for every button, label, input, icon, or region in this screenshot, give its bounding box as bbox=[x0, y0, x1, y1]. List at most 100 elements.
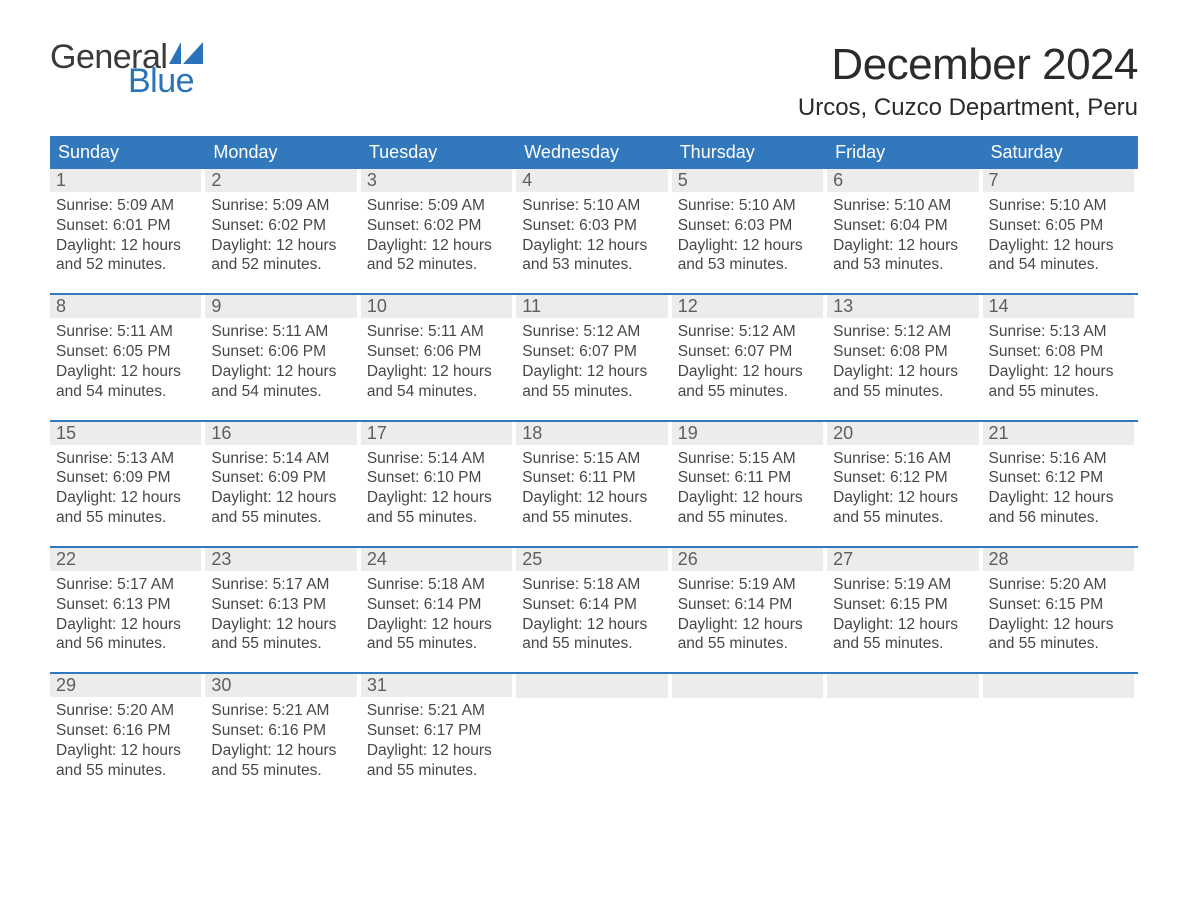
day-dl1: Daylight: 12 hours bbox=[989, 236, 1128, 256]
day-cell: 1Sunrise: 5:09 AMSunset: 6:01 PMDaylight… bbox=[50, 169, 205, 275]
day-body: Sunrise: 5:13 AMSunset: 6:08 PMDaylight:… bbox=[983, 318, 1134, 401]
day-sunrise: Sunrise: 5:09 AM bbox=[211, 196, 350, 216]
day-dl2: and 55 minutes. bbox=[833, 634, 972, 654]
day-body: Sunrise: 5:17 AMSunset: 6:13 PMDaylight:… bbox=[205, 571, 356, 654]
day-cell: 9Sunrise: 5:11 AMSunset: 6:06 PMDaylight… bbox=[205, 295, 360, 401]
day-sunrise: Sunrise: 5:11 AM bbox=[367, 322, 506, 342]
day-dl1: Daylight: 12 hours bbox=[211, 741, 350, 761]
day-sunset: Sunset: 6:02 PM bbox=[367, 216, 506, 236]
day-dl2: and 54 minutes. bbox=[367, 382, 506, 402]
day-dl1: Daylight: 12 hours bbox=[56, 488, 195, 508]
day-sunrise: Sunrise: 5:14 AM bbox=[211, 449, 350, 469]
weekday-sunday: Sunday bbox=[50, 136, 205, 169]
day-sunrise: Sunrise: 5:17 AM bbox=[56, 575, 195, 595]
day-body: Sunrise: 5:20 AMSunset: 6:16 PMDaylight:… bbox=[50, 697, 201, 780]
day-dl1: Daylight: 12 hours bbox=[211, 615, 350, 635]
day-sunset: Sunset: 6:11 PM bbox=[678, 468, 817, 488]
day-cell: 31Sunrise: 5:21 AMSunset: 6:17 PMDayligh… bbox=[361, 674, 516, 780]
day-sunrise: Sunrise: 5:09 AM bbox=[367, 196, 506, 216]
day-number: 12 bbox=[672, 295, 823, 318]
day-sunset: Sunset: 6:06 PM bbox=[211, 342, 350, 362]
day-number: 25 bbox=[516, 548, 667, 571]
day-sunset: Sunset: 6:02 PM bbox=[211, 216, 350, 236]
day-sunset: Sunset: 6:01 PM bbox=[56, 216, 195, 236]
day-number: 4 bbox=[516, 169, 667, 192]
day-sunset: Sunset: 6:14 PM bbox=[522, 595, 661, 615]
day-number: 13 bbox=[827, 295, 978, 318]
day-body: Sunrise: 5:16 AMSunset: 6:12 PMDaylight:… bbox=[983, 445, 1134, 528]
day-dl1: Daylight: 12 hours bbox=[989, 615, 1128, 635]
day-number: 11 bbox=[516, 295, 667, 318]
day-number: 28 bbox=[983, 548, 1134, 571]
day-body: Sunrise: 5:19 AMSunset: 6:15 PMDaylight:… bbox=[827, 571, 978, 654]
day-dl2: and 55 minutes. bbox=[367, 634, 506, 654]
day-sunrise: Sunrise: 5:12 AM bbox=[678, 322, 817, 342]
day-sunset: Sunset: 6:07 PM bbox=[678, 342, 817, 362]
day-dl1: Daylight: 12 hours bbox=[833, 488, 972, 508]
day-cell: 21Sunrise: 5:16 AMSunset: 6:12 PMDayligh… bbox=[983, 422, 1138, 528]
day-dl2: and 54 minutes. bbox=[211, 382, 350, 402]
day-sunrise: Sunrise: 5:16 AM bbox=[833, 449, 972, 469]
day-dl1: Daylight: 12 hours bbox=[56, 615, 195, 635]
day-dl2: and 55 minutes. bbox=[367, 761, 506, 781]
day-cell: 8Sunrise: 5:11 AMSunset: 6:05 PMDaylight… bbox=[50, 295, 205, 401]
day-sunset: Sunset: 6:10 PM bbox=[367, 468, 506, 488]
day-number: 3 bbox=[361, 169, 512, 192]
day-sunset: Sunset: 6:05 PM bbox=[989, 216, 1128, 236]
day-sunrise: Sunrise: 5:11 AM bbox=[56, 322, 195, 342]
day-cell: 13Sunrise: 5:12 AMSunset: 6:08 PMDayligh… bbox=[827, 295, 982, 401]
day-cell: 30Sunrise: 5:21 AMSunset: 6:16 PMDayligh… bbox=[205, 674, 360, 780]
day-dl2: and 53 minutes. bbox=[833, 255, 972, 275]
day-sunset: Sunset: 6:13 PM bbox=[56, 595, 195, 615]
day-dl2: and 52 minutes. bbox=[367, 255, 506, 275]
day-body: Sunrise: 5:10 AMSunset: 6:05 PMDaylight:… bbox=[983, 192, 1134, 275]
day-dl2: and 53 minutes. bbox=[522, 255, 661, 275]
day-sunrise: Sunrise: 5:10 AM bbox=[522, 196, 661, 216]
day-sunset: Sunset: 6:08 PM bbox=[833, 342, 972, 362]
day-body: Sunrise: 5:15 AMSunset: 6:11 PMDaylight:… bbox=[516, 445, 667, 528]
day-body: Sunrise: 5:12 AMSunset: 6:08 PMDaylight:… bbox=[827, 318, 978, 401]
day-sunset: Sunset: 6:13 PM bbox=[211, 595, 350, 615]
day-cell: 10Sunrise: 5:11 AMSunset: 6:06 PMDayligh… bbox=[361, 295, 516, 401]
day-dl1: Daylight: 12 hours bbox=[678, 488, 817, 508]
day-sunset: Sunset: 6:07 PM bbox=[522, 342, 661, 362]
brand-logo: General Blue bbox=[50, 40, 203, 98]
day-number: 5 bbox=[672, 169, 823, 192]
day-cell: 18Sunrise: 5:15 AMSunset: 6:11 PMDayligh… bbox=[516, 422, 671, 528]
day-sunset: Sunset: 6:12 PM bbox=[833, 468, 972, 488]
day-sunset: Sunset: 6:16 PM bbox=[211, 721, 350, 741]
day-sunrise: Sunrise: 5:18 AM bbox=[522, 575, 661, 595]
day-sunset: Sunset: 6:17 PM bbox=[367, 721, 506, 741]
weekday-friday: Friday bbox=[827, 136, 982, 169]
day-cell: 23Sunrise: 5:17 AMSunset: 6:13 PMDayligh… bbox=[205, 548, 360, 654]
day-cell: 29Sunrise: 5:20 AMSunset: 6:16 PMDayligh… bbox=[50, 674, 205, 780]
empty-day bbox=[672, 674, 823, 698]
week-row: 29Sunrise: 5:20 AMSunset: 6:16 PMDayligh… bbox=[50, 672, 1138, 780]
day-body: Sunrise: 5:12 AMSunset: 6:07 PMDaylight:… bbox=[672, 318, 823, 401]
day-cell: 15Sunrise: 5:13 AMSunset: 6:09 PMDayligh… bbox=[50, 422, 205, 528]
brand-word2: Blue bbox=[128, 64, 203, 98]
weekday-wednesday: Wednesday bbox=[516, 136, 671, 169]
day-dl1: Daylight: 12 hours bbox=[833, 236, 972, 256]
day-dl1: Daylight: 12 hours bbox=[833, 362, 972, 382]
weeks-container: 1Sunrise: 5:09 AMSunset: 6:01 PMDaylight… bbox=[50, 169, 1138, 781]
day-cell: 11Sunrise: 5:12 AMSunset: 6:07 PMDayligh… bbox=[516, 295, 671, 401]
day-cell: 28Sunrise: 5:20 AMSunset: 6:15 PMDayligh… bbox=[983, 548, 1138, 654]
empty-day bbox=[983, 674, 1134, 698]
day-sunrise: Sunrise: 5:13 AM bbox=[56, 449, 195, 469]
day-sunset: Sunset: 6:08 PM bbox=[989, 342, 1128, 362]
day-body: Sunrise: 5:11 AMSunset: 6:06 PMDaylight:… bbox=[361, 318, 512, 401]
day-cell: 22Sunrise: 5:17 AMSunset: 6:13 PMDayligh… bbox=[50, 548, 205, 654]
day-dl2: and 53 minutes. bbox=[678, 255, 817, 275]
day-number: 8 bbox=[50, 295, 201, 318]
day-dl1: Daylight: 12 hours bbox=[56, 236, 195, 256]
day-cell: 3Sunrise: 5:09 AMSunset: 6:02 PMDaylight… bbox=[361, 169, 516, 275]
day-dl2: and 55 minutes. bbox=[56, 761, 195, 781]
day-cell: 5Sunrise: 5:10 AMSunset: 6:03 PMDaylight… bbox=[672, 169, 827, 275]
day-dl2: and 52 minutes. bbox=[56, 255, 195, 275]
day-number: 19 bbox=[672, 422, 823, 445]
empty-day bbox=[516, 674, 667, 698]
day-number: 20 bbox=[827, 422, 978, 445]
day-cell: 20 Sunrise: 5:16 AMSunset: 6:12 PMDayligh… bbox=[827, 422, 982, 528]
day-cell: 2Sunrise: 5:09 AMSunset: 6:02 PMDaylight… bbox=[205, 169, 360, 275]
